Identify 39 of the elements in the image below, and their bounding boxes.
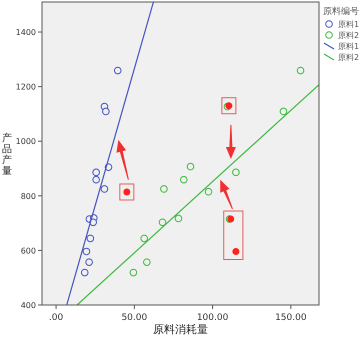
point [160, 185, 168, 193]
x-tick-label: .00 [48, 313, 64, 323]
point [82, 248, 90, 256]
point [232, 168, 240, 176]
point [296, 66, 304, 74]
point [204, 188, 212, 196]
y-tick-label: 600 [20, 246, 36, 256]
point [85, 258, 93, 266]
point [232, 248, 240, 255]
point [174, 214, 182, 222]
point [100, 185, 108, 193]
point [86, 234, 94, 242]
point [114, 66, 122, 74]
point [92, 176, 100, 184]
x-tick-label: 150.00 [275, 313, 307, 323]
y-tick-label: 1200 [16, 82, 36, 92]
point [92, 168, 100, 176]
legend-label: 原料2 [338, 53, 360, 62]
point [180, 176, 188, 184]
x-tick-label: 50.00 [121, 313, 148, 323]
point [143, 258, 151, 266]
y-tick-label: 400 [20, 301, 36, 310]
legend-label: 原料2 [338, 31, 360, 40]
y-tick-label: 1000 [16, 137, 36, 146]
point [80, 268, 89, 276]
legend-label: 原料1 [338, 20, 360, 29]
x-axis-title: 原料消耗量 [153, 323, 208, 336]
y-axis-title: 产品产量 [2, 132, 12, 177]
y-tick-label: 1400 [16, 28, 36, 38]
point [280, 108, 288, 116]
point [158, 218, 166, 226]
point [140, 234, 148, 242]
point [186, 162, 194, 170]
x-tick-label: 100.00 [196, 313, 229, 323]
point [102, 108, 110, 116]
y-tick-label: 800 [20, 192, 36, 201]
legend-label: 原料1 [338, 42, 360, 51]
point [130, 268, 138, 276]
legend-title: 原料编号 [323, 6, 359, 17]
